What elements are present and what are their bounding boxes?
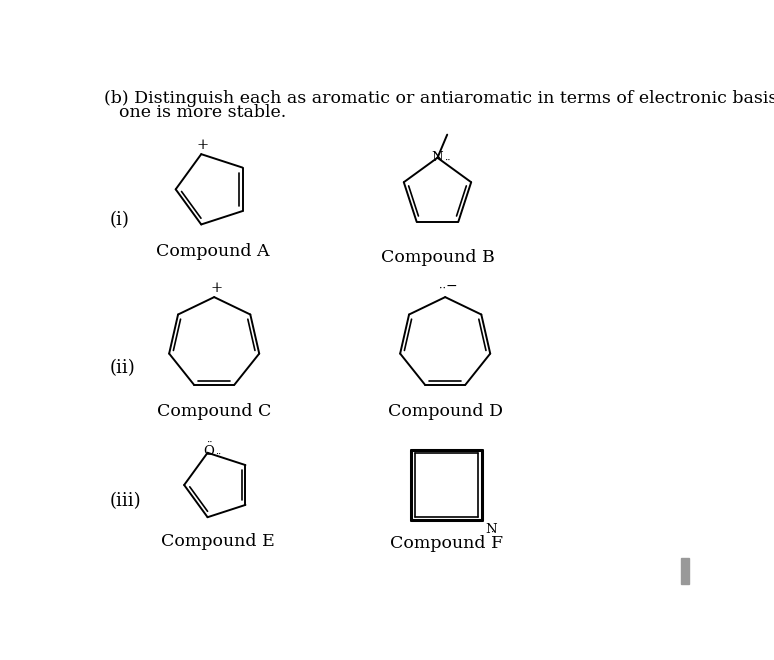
Text: (i): (i) <box>109 211 129 229</box>
Text: +: + <box>197 138 209 152</box>
Text: Compound F: Compound F <box>390 535 503 552</box>
Text: ··: ·· <box>440 284 447 294</box>
Text: (iii): (iii) <box>109 492 141 510</box>
Text: +: + <box>211 281 223 295</box>
Text: O: O <box>204 445 214 458</box>
Bar <box>681 558 690 584</box>
Text: Compound B: Compound B <box>381 249 495 265</box>
Text: ··: ·· <box>206 438 212 447</box>
Text: Compound C: Compound C <box>157 403 272 420</box>
Text: one is more stable.: one is more stable. <box>118 104 286 121</box>
Text: (b) Distinguish each as aromatic or antiaromatic in terms of electronic basis. E: (b) Distinguish each as aromatic or anti… <box>104 90 774 107</box>
Text: Compound D: Compound D <box>388 403 502 420</box>
Text: ··: ·· <box>444 156 450 164</box>
Text: −: − <box>446 279 457 292</box>
Text: ··: ·· <box>215 450 221 459</box>
Text: N: N <box>485 523 497 536</box>
Text: N: N <box>432 151 444 164</box>
Text: ··: ·· <box>490 528 496 537</box>
Text: Compound A: Compound A <box>156 244 269 260</box>
Text: (ii): (ii) <box>109 359 135 377</box>
Text: Compound E: Compound E <box>161 533 275 550</box>
